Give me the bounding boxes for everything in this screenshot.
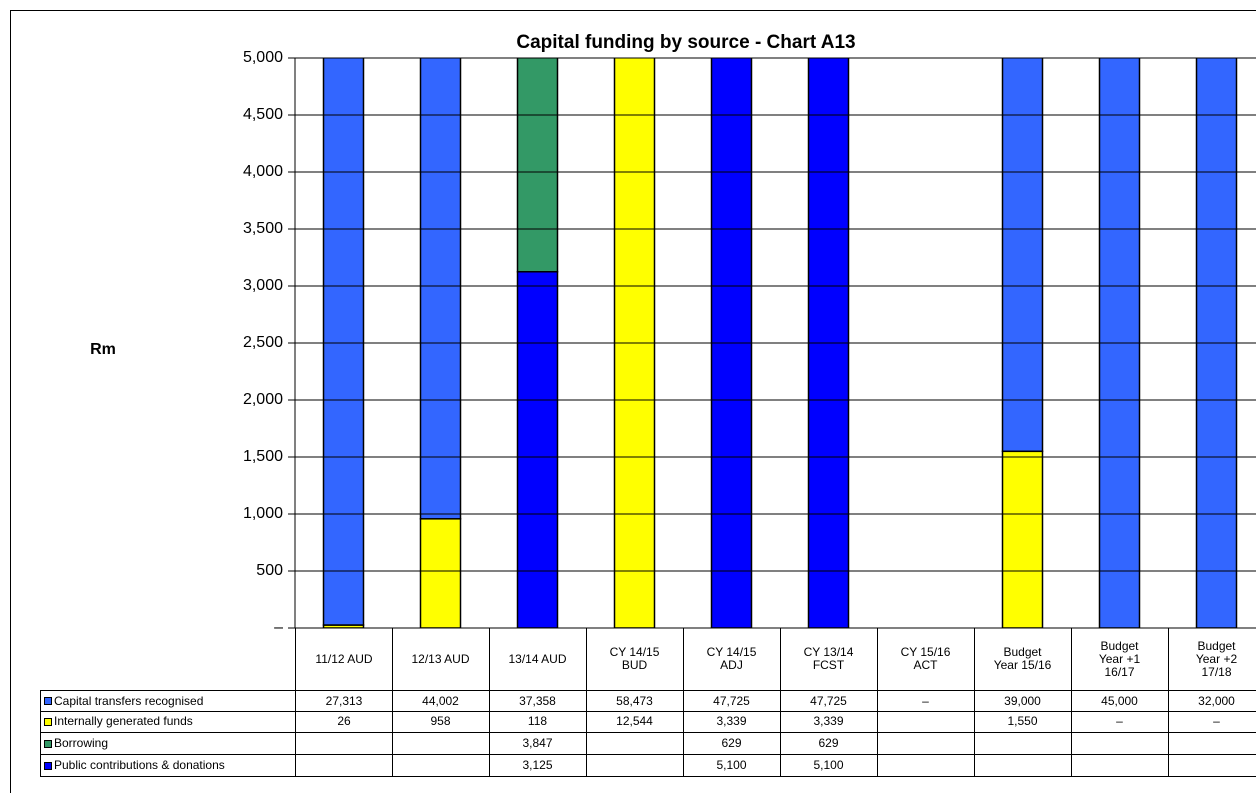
bar-segment [613,58,656,628]
table-value [974,733,1072,755]
frame [10,10,1256,793]
legend-label: Public contributions & donations [54,758,225,772]
category-label: CY 14/15 BUD [586,628,684,691]
table-value [1168,733,1256,755]
table-value: 3,339 [683,711,781,733]
table-value [974,755,1072,777]
table-value: 39,000 [974,690,1072,712]
table-value: 58,473 [586,690,684,712]
bar-segment [419,518,462,628]
table-value: 27,313 [295,690,393,712]
category-label: CY 14/15 ADJ [683,628,781,691]
table-value [877,711,975,733]
table-value: 5,100 [780,755,878,777]
table-value: 37,358 [489,690,587,712]
table-value: 12,544 [586,711,684,733]
category-label: Budget Year +1 16/17 [1071,628,1169,691]
bar-segment [807,58,850,628]
table-value: 26 [295,711,393,733]
category-label: CY 15/16 ACT [877,628,975,691]
legend-entry: Capital transfers recognised [40,690,296,712]
y-tick-label: 5,000 [243,49,283,66]
legend-swatch [44,717,52,726]
table-value: 629 [780,733,878,755]
legend-entry: Public contributions & donations [40,755,296,777]
bar-segment [1098,58,1141,628]
table-value: 47,725 [683,690,781,712]
legend-swatch [44,761,52,770]
legend-swatch [44,697,52,705]
table-value: 118 [489,711,587,733]
y-tick-label: 2,000 [243,391,283,408]
table-value: 44,002 [392,690,490,712]
table-value [295,733,393,755]
table-value [877,755,975,777]
bar-segment [322,58,365,626]
y-tick-label: 3,500 [243,220,283,237]
bar-segment [516,271,559,628]
table-value: 1,550 [974,711,1072,733]
bar-segment [710,58,753,628]
legend-label: Capital transfers recognised [54,693,204,708]
table-value: 3,847 [489,733,587,755]
legend-entry: Internally generated funds [40,711,296,733]
category-label: Budget Year 15/16 [974,628,1072,691]
table-value: 5,100 [683,755,781,777]
table-value [1071,755,1169,777]
table-value [586,755,684,777]
y-tick-label: 3,000 [243,277,283,294]
y-tick-label: – [274,619,283,636]
table-value: 3,339 [780,711,878,733]
table-value: 629 [683,733,781,755]
table-value: 45,000 [1071,690,1169,712]
legend-swatch [44,739,52,748]
y-tick-label: 1,000 [243,505,283,522]
table-value: 32,000 [1168,690,1256,712]
bar-segment [419,58,462,520]
category-label: 13/14 AUD [489,628,587,691]
table-value [586,733,684,755]
bar-segment [1195,58,1238,628]
bar-segment [1001,450,1044,628]
table-value [877,733,975,755]
legend-entry: Borrowing [40,733,296,755]
bar-segment [1001,58,1044,453]
table-value: – [1168,711,1256,733]
table-value: 3,125 [489,755,587,777]
legend-label: Borrowing [54,736,109,750]
table-value: – [1071,711,1169,733]
y-tick-label: 1,500 [243,448,283,465]
table-value [392,755,490,777]
table-value [392,733,490,755]
y-tick-label: 2,500 [243,334,283,351]
legend-label: Internally generated funds [54,714,193,728]
chart-title: Capital funding by source - Chart A13 [516,32,855,53]
y-tick-label: 500 [256,562,283,579]
bar-segment [516,58,559,273]
table-value [295,755,393,777]
table-value: 958 [392,711,490,733]
category-label: Budget Year +2 17/18 [1168,628,1256,691]
y-axis-label: Rm [90,341,116,358]
y-tick-label: 4,000 [243,163,283,180]
category-label: 12/13 AUD [392,628,490,691]
category-label: 11/12 AUD [295,628,393,691]
category-label: CY 13/14 FCST [780,628,878,691]
table-value [1071,733,1169,755]
table-value: 47,725 [780,690,878,712]
table-value [1168,755,1256,777]
table-value: – [877,690,975,712]
y-tick-label: 4,500 [243,106,283,123]
